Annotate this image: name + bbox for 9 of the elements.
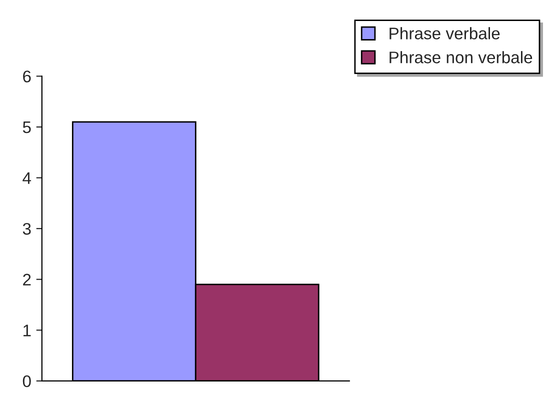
y-tick-label: 0 (22, 375, 31, 388)
y-tick-label: 6 (23, 70, 31, 82)
y-tick-label: 1 (24, 324, 31, 336)
y-tick-label: 5 (22, 122, 31, 134)
y-tick-label: 4 (22, 172, 32, 184)
legend-label: Phrase non verbale (390, 51, 532, 64)
legend-label: Phrase verbale (390, 27, 500, 40)
y-tick-label: 2 (23, 274, 31, 286)
y-tick-label: 3 (22, 222, 31, 235)
